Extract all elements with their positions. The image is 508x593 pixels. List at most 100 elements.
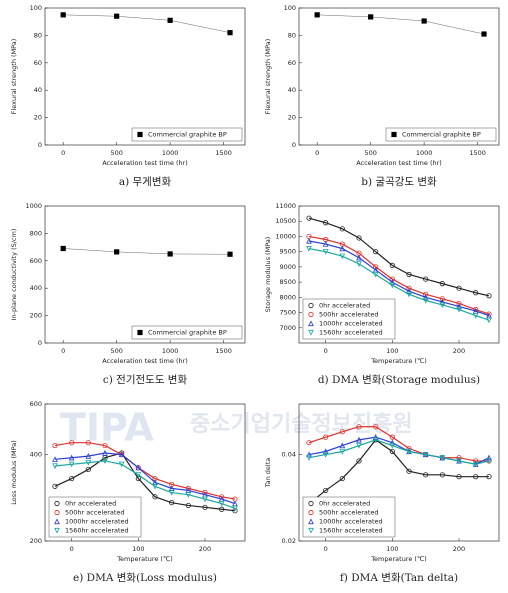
- y-axis-label: Flexural strength (MPa): [10, 39, 18, 115]
- marker: [339, 253, 346, 260]
- x-axis-label: Acceleration test time (hr): [102, 357, 188, 365]
- y-tick-label: 80: [288, 31, 296, 39]
- y-tick-label: 20: [288, 114, 296, 122]
- marker: [423, 291, 429, 297]
- marker: [389, 448, 395, 455]
- marker: [439, 455, 446, 461]
- x-tick-label: 1000: [416, 149, 433, 157]
- marker: [389, 282, 396, 289]
- legend-label: 1000hr accelerated: [319, 518, 383, 526]
- marker: [406, 291, 412, 298]
- series-line: [54, 442, 236, 500]
- marker: [202, 504, 208, 510]
- marker: [68, 461, 75, 468]
- legend-marker: [308, 329, 314, 336]
- marker: [114, 13, 120, 19]
- marker: [135, 464, 142, 471]
- marker: [356, 458, 362, 464]
- marker: [439, 472, 445, 478]
- y-axis-label: Storage modulus (MPa): [264, 237, 272, 313]
- legend-box: [131, 127, 243, 142]
- y-tick-label: 0: [292, 141, 296, 149]
- marker: [152, 479, 158, 485]
- marker: [306, 215, 312, 221]
- marker: [423, 472, 429, 478]
- legend-label: Commercial graphite BP: [402, 131, 481, 139]
- marker: [68, 454, 75, 461]
- x-tick-label: 1500: [215, 347, 232, 355]
- y-tick-label: 9000: [279, 263, 296, 271]
- legend-box: [48, 496, 142, 538]
- marker: [486, 317, 492, 324]
- marker: [389, 434, 395, 440]
- x-axis-label: Acceleration test time (hr): [102, 159, 188, 167]
- marker: [306, 246, 312, 252]
- y-tick-label: 0: [38, 141, 42, 149]
- marker: [473, 474, 479, 480]
- y-tick-label: 1000: [25, 202, 42, 210]
- caption: c) 전기전도도 변화: [103, 374, 188, 386]
- marker: [406, 288, 412, 294]
- y-tick-label: 10500: [275, 217, 296, 225]
- marker: [135, 472, 142, 478]
- series-line: [54, 452, 236, 505]
- marker: [168, 489, 175, 496]
- series-line: [63, 14, 231, 33]
- legend-label: 1560hr accelerated: [319, 527, 383, 535]
- series-line: [63, 248, 231, 255]
- x-tick-label: 200: [453, 545, 465, 553]
- caption: a) 무게변화: [119, 176, 172, 188]
- marker: [456, 474, 462, 480]
- marker: [406, 285, 412, 291]
- marker: [169, 500, 175, 506]
- y-tick-label: 10000: [275, 232, 296, 240]
- y-tick-label: 0.02: [282, 537, 296, 545]
- legend-label: Commercial graphite BP: [148, 131, 227, 139]
- marker: [322, 448, 329, 455]
- marker: [406, 271, 412, 278]
- marker: [52, 442, 58, 449]
- legend-marker: [391, 131, 397, 138]
- y-tick-label: 7000: [279, 324, 296, 332]
- x-tick-label: 1500: [469, 149, 486, 157]
- y-tick-label: 400: [30, 284, 42, 292]
- marker: [422, 451, 429, 458]
- y-tick-label: 80: [34, 31, 42, 39]
- marker: [339, 442, 346, 449]
- x-tick-label: 1500: [215, 149, 232, 157]
- marker: [389, 276, 395, 282]
- marker: [339, 448, 346, 455]
- marker: [372, 437, 379, 443]
- marker: [232, 505, 238, 512]
- marker: [227, 251, 233, 257]
- legend-box: [302, 298, 396, 340]
- x-axis-label: Acceleration test time (hr): [356, 159, 442, 167]
- marker: [118, 461, 125, 468]
- marker: [339, 475, 345, 482]
- legend-marker: [308, 509, 314, 516]
- series-line: [308, 248, 490, 321]
- marker: [456, 458, 462, 465]
- legend-box: [131, 325, 243, 340]
- series-line: [54, 460, 236, 509]
- marker: [456, 455, 462, 461]
- marker: [406, 445, 412, 452]
- legend-marker: [54, 500, 60, 507]
- marker: [486, 454, 492, 461]
- y-tick-label: 800: [30, 229, 42, 237]
- y-tick-label: 600: [30, 400, 42, 408]
- legend-label: 1560hr accelerated: [319, 329, 383, 337]
- x-axis-label: Temperature (℃): [116, 555, 173, 563]
- x-axis-label: Temperature (℃): [370, 357, 427, 365]
- y-tick-label: 20: [34, 114, 42, 122]
- x-tick-label: 1000: [162, 347, 179, 355]
- marker: [389, 439, 396, 446]
- marker: [456, 306, 462, 313]
- x-tick-label: 0: [324, 545, 328, 553]
- marker: [306, 237, 312, 244]
- y-tick-label: 100: [30, 4, 42, 12]
- legend-marker: [308, 527, 314, 534]
- x-tick-label: 500: [364, 149, 376, 157]
- marker: [373, 264, 379, 270]
- marker: [389, 279, 396, 285]
